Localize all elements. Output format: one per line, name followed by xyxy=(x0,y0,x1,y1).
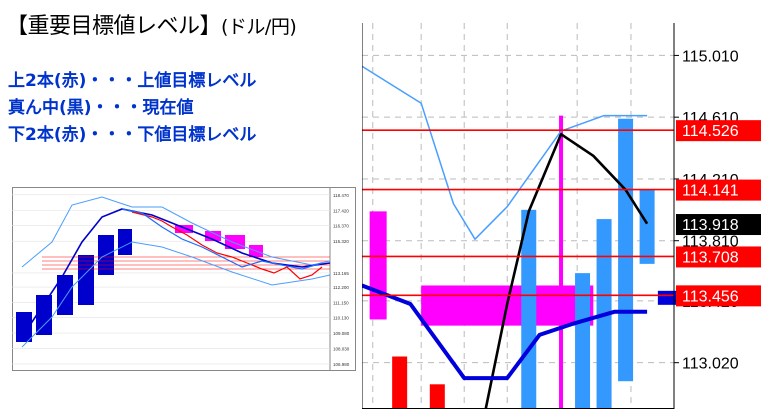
legend-notes: 上2本(赤)・・・上値目標レベル 真ん中(黒)・・・現在値 下2本(赤)・・・下… xyxy=(8,68,256,149)
level-label-box-upper xyxy=(676,120,761,142)
main-chart: 115.010114.610114.210113.810113.420113.0… xyxy=(362,23,767,409)
overview-tick-label: 117.420 xyxy=(333,208,349,213)
overview-tick-label: 111.150 xyxy=(333,301,349,306)
overview-tick-label: 109.080 xyxy=(333,331,350,336)
overview-chart: 118.470 117.420 116.370 115.320 113.165 112.2… xyxy=(12,187,356,371)
overview-tick-label: 112.200 xyxy=(333,285,349,290)
overview-conversion-line xyxy=(121,208,323,270)
candle xyxy=(369,211,387,320)
upper-band-line xyxy=(362,65,648,240)
candle xyxy=(499,314,515,323)
level-label-upper: 114.526 xyxy=(682,123,739,140)
overview-y-ticks: 118.470 117.420 116.370 115.320 113.165 112.2… xyxy=(333,193,350,367)
overview-grid xyxy=(12,194,330,365)
y-tick-label: 113.020 xyxy=(682,356,739,373)
overview-candle xyxy=(78,255,94,305)
level-label-box-current xyxy=(676,214,761,236)
candle xyxy=(521,209,537,409)
level-lines xyxy=(362,129,674,297)
overview-tick-label: 115.320 xyxy=(333,239,349,244)
title-sub: (ドル/円) xyxy=(221,16,297,38)
overview-candle xyxy=(118,229,132,255)
overview-price-path xyxy=(131,211,323,280)
overview-tick-label: 110.130 xyxy=(333,316,349,321)
level-label-current: 113.918 xyxy=(682,217,739,234)
page-title: 【重要目標値レベル】(ドル/円) xyxy=(6,8,297,40)
overview-lower-band xyxy=(21,241,331,348)
overview-candle xyxy=(36,295,52,335)
candle xyxy=(392,356,408,409)
overview-cloud-block xyxy=(205,231,221,241)
overview-candle xyxy=(16,312,32,342)
level-label-upper: 114.141 xyxy=(682,183,739,200)
candle xyxy=(639,189,655,264)
candle xyxy=(575,273,591,409)
overview-upper-band xyxy=(21,196,331,268)
overview-tick-label: 116.370 xyxy=(333,224,349,229)
overview-candle xyxy=(57,275,73,315)
level-labels: 114.526 114.141 113.918 113.708 113.456 xyxy=(676,120,761,307)
legend-middle-black: 真ん中(黒)・・・現在値 xyxy=(8,98,194,118)
level-label-box-upper xyxy=(676,179,761,201)
candle xyxy=(429,384,445,409)
overview-tick-label: 108.030 xyxy=(333,346,350,351)
y-tick-label: 115.010 xyxy=(682,48,739,65)
level-label-box-lower xyxy=(676,246,761,268)
candle xyxy=(559,115,564,409)
overview-cloud-block xyxy=(175,225,193,233)
overview-tick-label: 118.470 xyxy=(333,193,349,198)
level-label-box-lower xyxy=(676,285,761,307)
overview-tick-label: 106.980 xyxy=(333,362,350,367)
level-label-lower: 113.708 xyxy=(682,249,739,266)
legend-lower-red: 下2本(赤)・・・下値目標レベル xyxy=(8,125,257,145)
candle xyxy=(618,118,634,382)
level-label-lower: 113.456 xyxy=(682,288,739,305)
baseline-line xyxy=(362,283,648,381)
title-main: 【重要目標値レベル】 xyxy=(6,14,222,39)
overview-tick-label: 113.165 xyxy=(333,271,349,276)
legend-upper-red: 上2本(赤)・・・上値目標レベル xyxy=(8,71,257,91)
